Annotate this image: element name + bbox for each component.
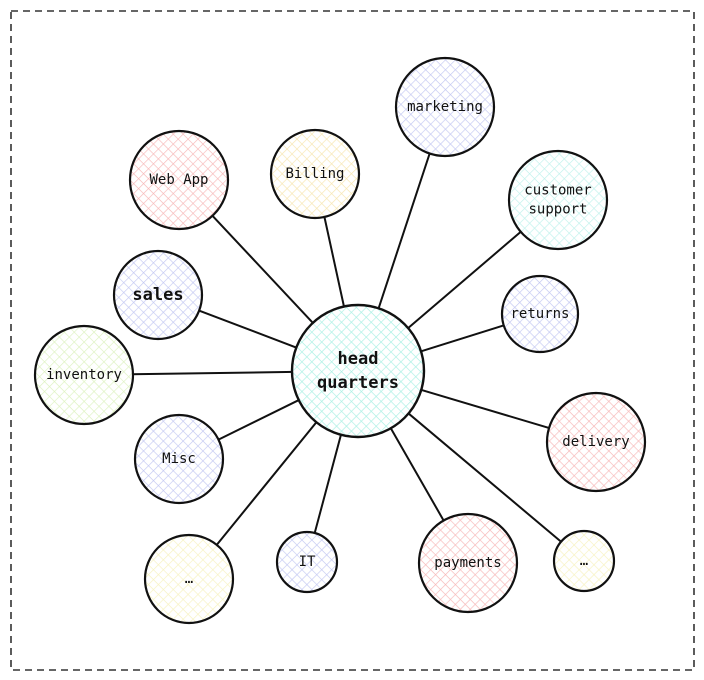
node-marketing: marketing [394,56,496,158]
node-delivery-circle [545,391,647,493]
node-customer-support-label: support [528,202,587,218]
node-web-app: Web App [128,129,230,231]
node-billing: Billing [269,128,361,220]
node-misc-label: Misc [162,451,196,467]
node-web-app-label: Web App [149,172,208,188]
node-payments: payments [417,512,519,614]
node-it-label: IT [299,554,316,570]
node-marketing-circle [394,56,496,158]
diagram-nodes: Web App Billing marketing customer support sa… [33,56,647,625]
node-customer-support-circle [507,149,609,251]
edge-inventory [130,370,295,376]
node-sales-label: sales [132,285,183,305]
hub-node-circle [290,303,426,439]
edge-web-app [210,213,316,326]
edge-marketing [377,150,432,312]
node-web-app-circle [128,129,230,231]
edge-customer-support [405,229,524,331]
node-returns-circle [500,274,580,354]
node-sales-circle [112,249,204,341]
node-it-circle [275,530,339,594]
node-inventory-label: inventory [46,367,122,383]
node-customer-support: customer support [507,149,609,251]
connector-lines [130,150,564,548]
node-more-left: … [143,533,235,625]
edge-billing [323,214,346,310]
node-returns: returns [500,274,580,354]
node-payments-circle [417,512,519,614]
node-inventory: inventory [33,324,135,426]
hub-node-label: quarters [317,373,399,393]
node-sales: sales [112,249,204,341]
node-misc-circle [133,413,225,505]
node-misc: Misc [133,413,225,505]
edge-returns [418,323,507,353]
hub-node: head quarters [290,303,426,439]
edge-misc [215,398,302,442]
edge-delivery [418,388,552,430]
node-more-right-label: … [580,553,588,569]
edge-payments [388,425,446,524]
node-more-left-label: … [185,571,193,587]
edge-sales [196,308,300,350]
node-it: IT [275,530,339,594]
node-inventory-circle [33,324,135,426]
node-billing-label: Billing [285,166,344,182]
node-customer-support-label: customer [524,183,591,199]
node-delivery-label: delivery [562,434,629,450]
edge-more-left [214,419,319,548]
node-more-right-circle [552,529,616,593]
hub-node-label: head [338,349,379,369]
node-billing-circle [269,128,361,220]
node-more-right: … [552,529,616,593]
node-more-left-circle [143,533,235,625]
node-returns-label: returns [510,306,569,322]
node-payments-label: payments [434,555,501,571]
node-marketing-label: marketing [407,99,483,115]
edge-it [313,431,343,536]
dashed-frame [10,10,695,671]
node-delivery: delivery [545,391,647,493]
edge-more-right [406,411,564,544]
